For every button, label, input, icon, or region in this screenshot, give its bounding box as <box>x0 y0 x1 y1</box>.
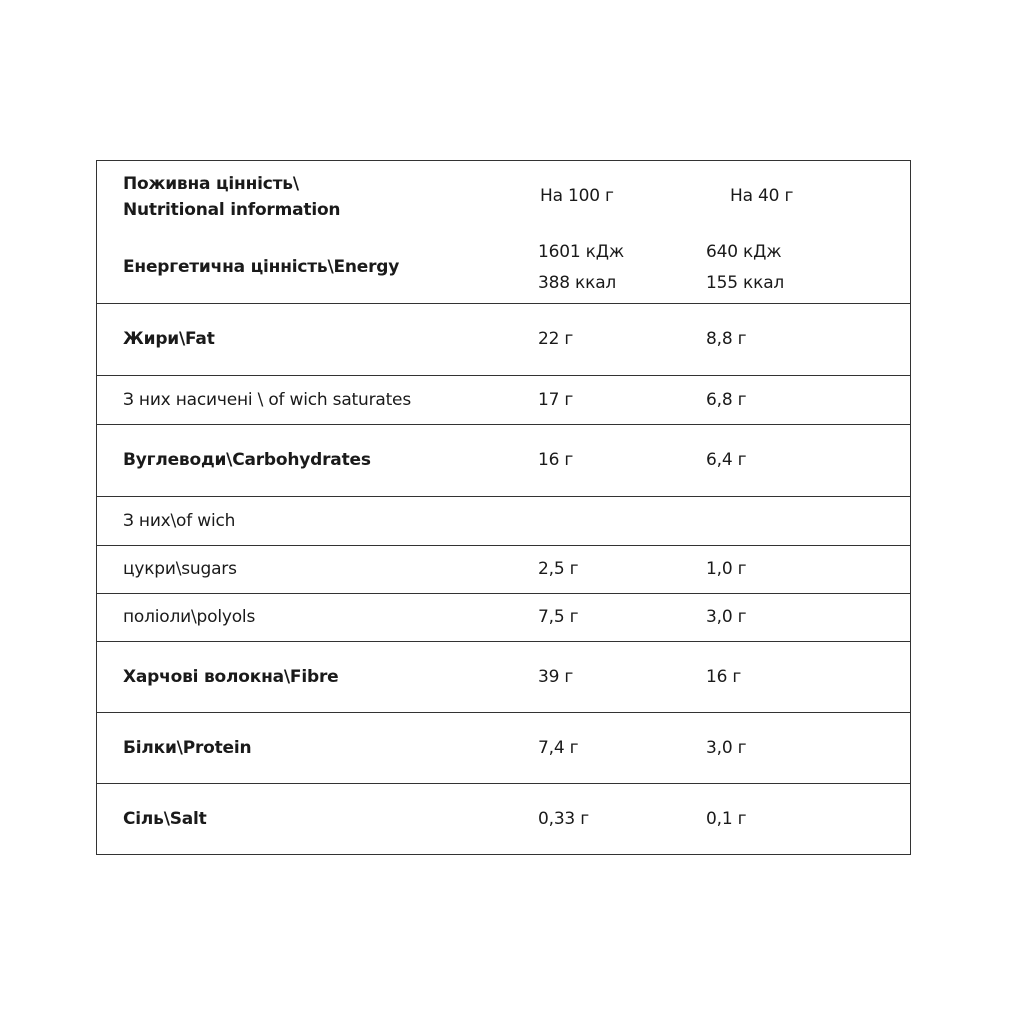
table-row: З них\of wich <box>97 496 910 545</box>
value-per-40g-line: 1,0 г <box>706 559 747 579</box>
nutrient-label: Білки\Protein <box>123 737 252 758</box>
value-per-40g: 3,0 г <box>706 713 886 783</box>
value-per-40g-line: 6,8 г <box>706 389 747 410</box>
value-per-40g-line: 8,8 г <box>706 329 747 349</box>
value-per-100g-line: 22 г <box>538 329 574 349</box>
value-per-40g-line: 16 г <box>706 666 742 687</box>
value-per-40g-line: 3,0 г <box>706 737 747 758</box>
value-per-40g: 0,1 г <box>706 784 886 854</box>
table-row: З них насичені \ of wich saturates 17 г 6,… <box>97 375 910 424</box>
nutrient-label: цукри\sugars <box>123 559 237 579</box>
value-per-100g-line: 1601 кДж <box>538 241 624 262</box>
header-label-uk: Поживна цінність\ <box>123 173 299 194</box>
header-label-en: Nutritional information <box>123 199 341 220</box>
header-label: Поживна цінність\ Nutritional informatio… <box>123 161 523 232</box>
value-per-100g-line: 16 г <box>538 450 574 470</box>
table-row: Вуглеводи\Carbohydrates 16 г 6,4 г <box>97 424 910 496</box>
value-per-100g-line: 39 г <box>538 666 574 687</box>
value-per-100g <box>538 497 698 545</box>
nutrient-label: Сіль\Salt <box>123 808 207 829</box>
value-per-100g-line: 0,33 г <box>538 808 589 829</box>
nutrient-label: Енергетична цінність\Energy <box>123 257 400 277</box>
value-per-40g-line: 0,1 г <box>706 808 747 829</box>
table-row: Сіль\Salt 0,33 г 0,1 г <box>97 783 910 854</box>
header-per-100g: На 100 г <box>540 186 614 206</box>
value-per-100g-line: 388 ккал <box>538 272 617 293</box>
table-row: поліоли\polyols 7,5 г 3,0 г <box>97 593 910 641</box>
value-per-40g-line: 3,0 г <box>706 607 747 627</box>
value-per-40g: 8,8 г <box>706 304 886 375</box>
table-header-row: Поживна цінність\ Nutritional informatio… <box>97 161 910 232</box>
value-per-40g-line: 6,4 г <box>706 450 747 470</box>
table-row: Жири\Fat 22 г 8,8 г <box>97 303 910 375</box>
value-per-40g: 1,0 г <box>706 546 886 593</box>
value-per-100g: 1601 кДж 388 ккал <box>538 232 698 303</box>
value-per-100g: 2,5 г <box>538 546 698 593</box>
value-per-40g: 640 кДж 155 ккал <box>706 232 886 303</box>
value-per-100g-line: 7,5 г <box>538 607 579 627</box>
value-per-100g: 17 г <box>538 376 698 424</box>
nutrient-label: З них\of wich <box>123 510 236 531</box>
value-per-40g-line: 155 ккал <box>706 272 785 293</box>
value-per-100g: 22 г <box>538 304 698 375</box>
table-row: Харчові волокна\Fibre 39 г 16 г <box>97 641 910 712</box>
nutrient-label: поліоли\polyols <box>123 607 256 627</box>
value-per-100g-line: 7,4 г <box>538 737 579 758</box>
value-per-100g: 16 г <box>538 425 698 496</box>
value-per-100g: 7,5 г <box>538 594 698 641</box>
value-per-40g: 6,8 г <box>706 376 886 424</box>
value-per-100g: 39 г <box>538 642 698 712</box>
value-per-100g: 0,33 г <box>538 784 698 854</box>
value-per-100g-line: 2,5 г <box>538 559 579 579</box>
nutrition-table: Поживна цінність\ Nutritional informatio… <box>96 160 911 855</box>
nutrient-label: Жири\Fat <box>123 329 215 349</box>
value-per-40g: 3,0 г <box>706 594 886 641</box>
table-row: Білки\Protein 7,4 г 3,0 г <box>97 712 910 783</box>
value-per-40g-line: 640 кДж <box>706 241 782 262</box>
value-per-40g: 16 г <box>706 642 886 712</box>
nutrient-label: Харчові волокна\Fibre <box>123 666 339 687</box>
value-per-40g: 6,4 г <box>706 425 886 496</box>
value-per-100g: 7,4 г <box>538 713 698 783</box>
table-row: Енергетична цінність\Energy 1601 кДж 388 к… <box>97 232 910 303</box>
nutrient-label: З них насичені \ of wich saturates <box>123 389 411 410</box>
nutrient-label: Вуглеводи\Carbohydrates <box>123 450 371 470</box>
table-row: цукри\sugars 2,5 г 1,0 г <box>97 545 910 593</box>
value-per-40g <box>706 497 886 545</box>
value-per-100g-line: 17 г <box>538 389 574 410</box>
header-per-40g: На 40 г <box>730 186 794 206</box>
